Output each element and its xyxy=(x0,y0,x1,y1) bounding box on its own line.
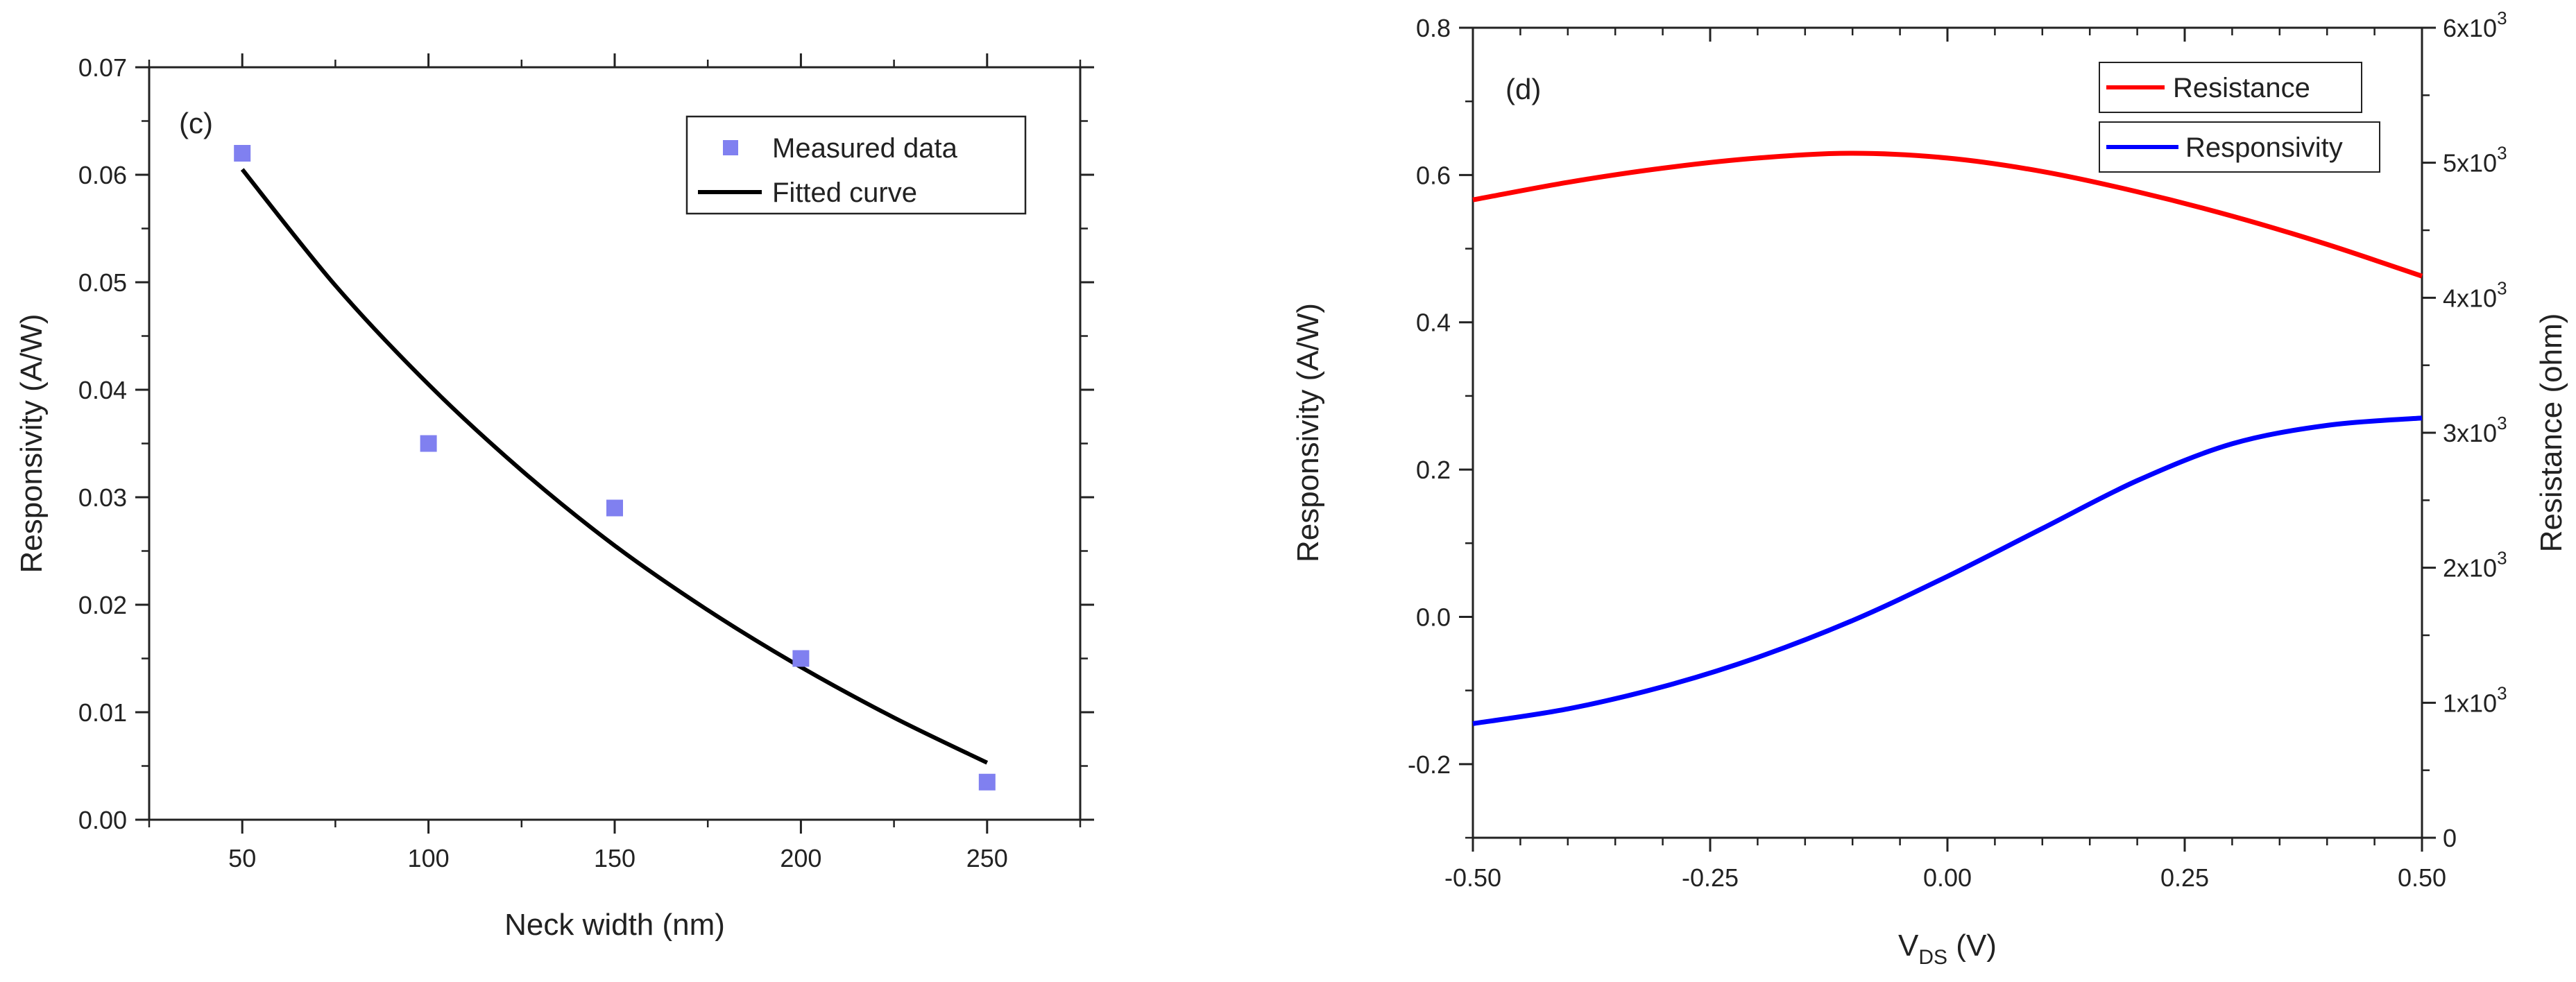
x-tick-label: 50 xyxy=(228,844,256,872)
y2-tick-label: 1x103 xyxy=(2443,682,2507,717)
measured-data-point xyxy=(606,499,623,517)
y-tick-label: 0.03 xyxy=(78,483,127,512)
x-tick-label: -0.25 xyxy=(1682,863,1739,892)
legend-box xyxy=(685,115,1027,215)
y2-tick-base: 0 xyxy=(2443,824,2457,852)
y-tick-label: 0.04 xyxy=(78,376,127,404)
x-tick-label: 250 xyxy=(966,844,1008,872)
y-tick-label: 0.8 xyxy=(1416,14,1451,42)
y2-tick-base: 6x10 xyxy=(2443,14,2497,42)
x-axis-title: Neck width (nm) xyxy=(504,908,725,942)
legend-fitted-label: Fitted curve xyxy=(772,178,917,208)
legend-measured-label: Measured data xyxy=(772,133,958,164)
y2-axis-title: Resistance (ohm) xyxy=(2534,313,2568,553)
y-tick-label: 0.07 xyxy=(78,53,127,82)
y2-tick-exponent: 3 xyxy=(2497,8,2507,28)
y2-tick-label: 4x103 xyxy=(2443,277,2507,312)
legend-responsivity-label: Responsivity xyxy=(2185,132,2343,163)
y-axis-title: Responsivity (A/W) xyxy=(15,313,49,573)
y2-tick-label: 5x103 xyxy=(2443,143,2507,178)
panel-d-chart: -0.50 -0.25 0.00 0.25 0.50 -0.2 0.0 0.2 0.4 0.6 0.… xyxy=(1291,8,2568,969)
y2-tick-exponent: 3 xyxy=(2497,277,2507,298)
y2-tick-exponent: 3 xyxy=(2497,143,2507,164)
x-tick-label: 0.00 xyxy=(1923,863,1972,892)
panel-c-chart: 50 100 150 200 250 0.00 0.01 0.02 0.03 0.04 0.05 0.… xyxy=(15,53,1094,942)
measured-data-point xyxy=(420,435,437,452)
y2-tick-label: 2x103 xyxy=(2443,548,2507,583)
y-tick-label: 0.6 xyxy=(1416,161,1451,189)
y2-tick-base: 5x10 xyxy=(2443,149,2497,178)
resistance-line xyxy=(1472,150,2423,279)
y-axis-title: Responsivity (A/W) xyxy=(1291,303,1325,562)
x-tick-label: 200 xyxy=(780,844,821,872)
y-tick-label: 0.01 xyxy=(78,698,127,727)
y2-tick-base: 3x10 xyxy=(2443,419,2497,447)
y2-tick-base: 1x10 xyxy=(2443,689,2497,717)
panel-label: (c) xyxy=(179,107,213,139)
x-tick-label: 100 xyxy=(408,844,450,872)
x-tick-label: 0.25 xyxy=(2160,863,2209,892)
y2-tick-label: 6x103 xyxy=(2443,8,2507,42)
x-tick-label: -0.50 xyxy=(1444,863,1501,892)
y-tick-label: 0.05 xyxy=(78,268,127,297)
y2-tick-base: 4x10 xyxy=(2443,284,2497,312)
legend-resistance-label: Resistance xyxy=(2173,73,2310,103)
y2-tick-label: 3x103 xyxy=(2443,413,2507,447)
fitted-curve-line xyxy=(240,168,989,765)
y-tick-label: 0.02 xyxy=(78,591,127,619)
x-axis-title-unit: (V) xyxy=(1947,929,1997,963)
y2-tick-exponent: 3 xyxy=(2497,413,2507,433)
x-axis-title: VDS (V) xyxy=(1898,929,1997,969)
y-tick-label: 0.00 xyxy=(78,806,127,834)
y-tick-label: -0.2 xyxy=(1408,750,1451,779)
measured-data-point xyxy=(234,145,251,162)
y-tick-label: 0.2 xyxy=(1416,456,1451,484)
y2-tick-base: 2x10 xyxy=(2443,554,2497,583)
x-tick-label: 0.50 xyxy=(2398,863,2446,892)
y2-tick-exponent: 3 xyxy=(2497,682,2507,703)
x-axis-title-main: V xyxy=(1898,929,1919,963)
x-tick-label: 150 xyxy=(594,844,636,872)
y2-tick-label: 0 xyxy=(2443,824,2457,852)
x-axis-title-subscript: DS xyxy=(1918,946,1947,969)
panel-label: (d) xyxy=(1505,73,1541,105)
y2-tick-exponent: 3 xyxy=(2497,548,2507,569)
responsivity-line xyxy=(1472,415,2423,726)
y-tick-label: 0.06 xyxy=(78,161,127,189)
legend-measured-marker xyxy=(723,140,738,155)
measured-data-point xyxy=(978,773,996,791)
measured-data-point xyxy=(792,650,810,667)
y-tick-label: 0.4 xyxy=(1416,309,1451,337)
y-tick-label: 0.0 xyxy=(1416,603,1451,631)
